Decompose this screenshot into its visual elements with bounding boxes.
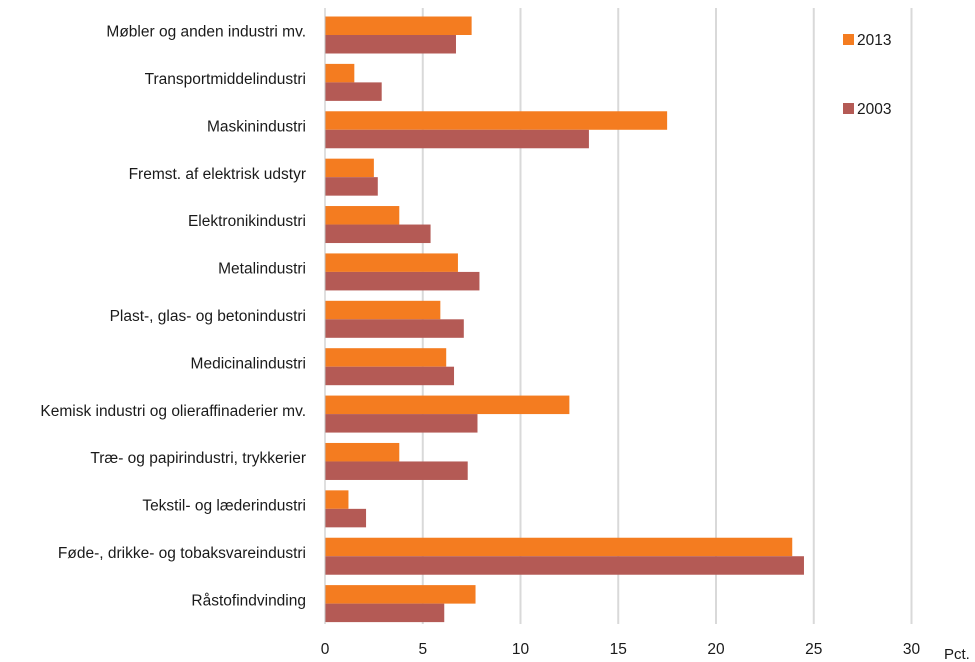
category-label: Kemisk industri og olieraffinaderier mv. xyxy=(40,403,306,420)
category-labels: Møbler og anden industri mv. Transportmid… xyxy=(40,24,306,610)
category-label: Metalindustri xyxy=(218,261,306,278)
bar-2013 xyxy=(325,158,374,178)
category-label: Fremst. af elektrisk udstyr xyxy=(129,166,306,183)
gridlines xyxy=(421,8,913,624)
x-tick-label: 20 xyxy=(707,641,725,658)
x-tick-label: 15 xyxy=(610,641,627,658)
bar-2003 xyxy=(325,461,468,480)
legend-label-2013: 2013 xyxy=(857,32,891,49)
bar-2013 xyxy=(325,442,400,462)
x-tick-label: 0 xyxy=(321,641,330,658)
category-label: Træ- og papirindustri, trykkerier xyxy=(90,450,306,467)
bar-2003 xyxy=(325,366,455,386)
bar-2013 xyxy=(325,490,349,509)
bar-2003 xyxy=(325,508,367,528)
category-label: Transportmiddelindustri xyxy=(145,71,306,88)
legend-swatch-2003 xyxy=(843,103,854,114)
x-tick-label: 10 xyxy=(512,641,530,658)
x-unit-label: Pct. xyxy=(944,646,970,662)
bar-2013 xyxy=(325,16,472,35)
bar-2003 xyxy=(325,224,431,244)
category-label: Maskinindustri xyxy=(207,118,306,135)
bar-2003 xyxy=(325,271,480,291)
bar-2003 xyxy=(325,556,804,575)
bar-2013 xyxy=(325,111,668,130)
bar-2013 xyxy=(325,300,441,320)
category-label: Plast-, glas- og betonindustri xyxy=(110,308,306,325)
x-tick-label: 30 xyxy=(903,641,921,658)
legend-label-2003: 2003 xyxy=(857,101,891,118)
legend-swatch-2013 xyxy=(843,34,854,45)
bar-2003 xyxy=(325,603,445,623)
bar-2013 xyxy=(325,63,355,83)
x-tick-label: 25 xyxy=(805,641,822,658)
bar-2013 xyxy=(325,253,458,272)
bar-2003 xyxy=(325,35,456,54)
bar-2013 xyxy=(325,585,476,604)
bar-2003 xyxy=(325,82,382,101)
bar-2003 xyxy=(325,414,478,433)
bars xyxy=(325,16,804,623)
bar-2003 xyxy=(325,319,464,338)
category-label: Tekstil- og læderindustri xyxy=(142,498,306,515)
bar-2013 xyxy=(325,395,570,415)
bar-2013 xyxy=(325,537,793,557)
x-tick-label: 5 xyxy=(418,641,427,658)
x-tick-labels: 0 5 10 15 20 25 30 xyxy=(321,641,921,658)
category-label: Medicinalindustri xyxy=(191,355,306,372)
category-label: Møbler og anden industri mv. xyxy=(106,24,306,41)
bar-2003 xyxy=(325,177,378,196)
category-label: Elektronikindustri xyxy=(188,213,306,230)
category-label: Råstofindvinding xyxy=(191,592,306,609)
bar-2013 xyxy=(325,348,447,367)
bar-2003 xyxy=(325,129,589,149)
bar-2013 xyxy=(325,206,400,225)
category-label: Føde-, drikke- og tobaksvareindustri xyxy=(58,545,306,562)
legend: 2013 2003 xyxy=(843,32,891,118)
